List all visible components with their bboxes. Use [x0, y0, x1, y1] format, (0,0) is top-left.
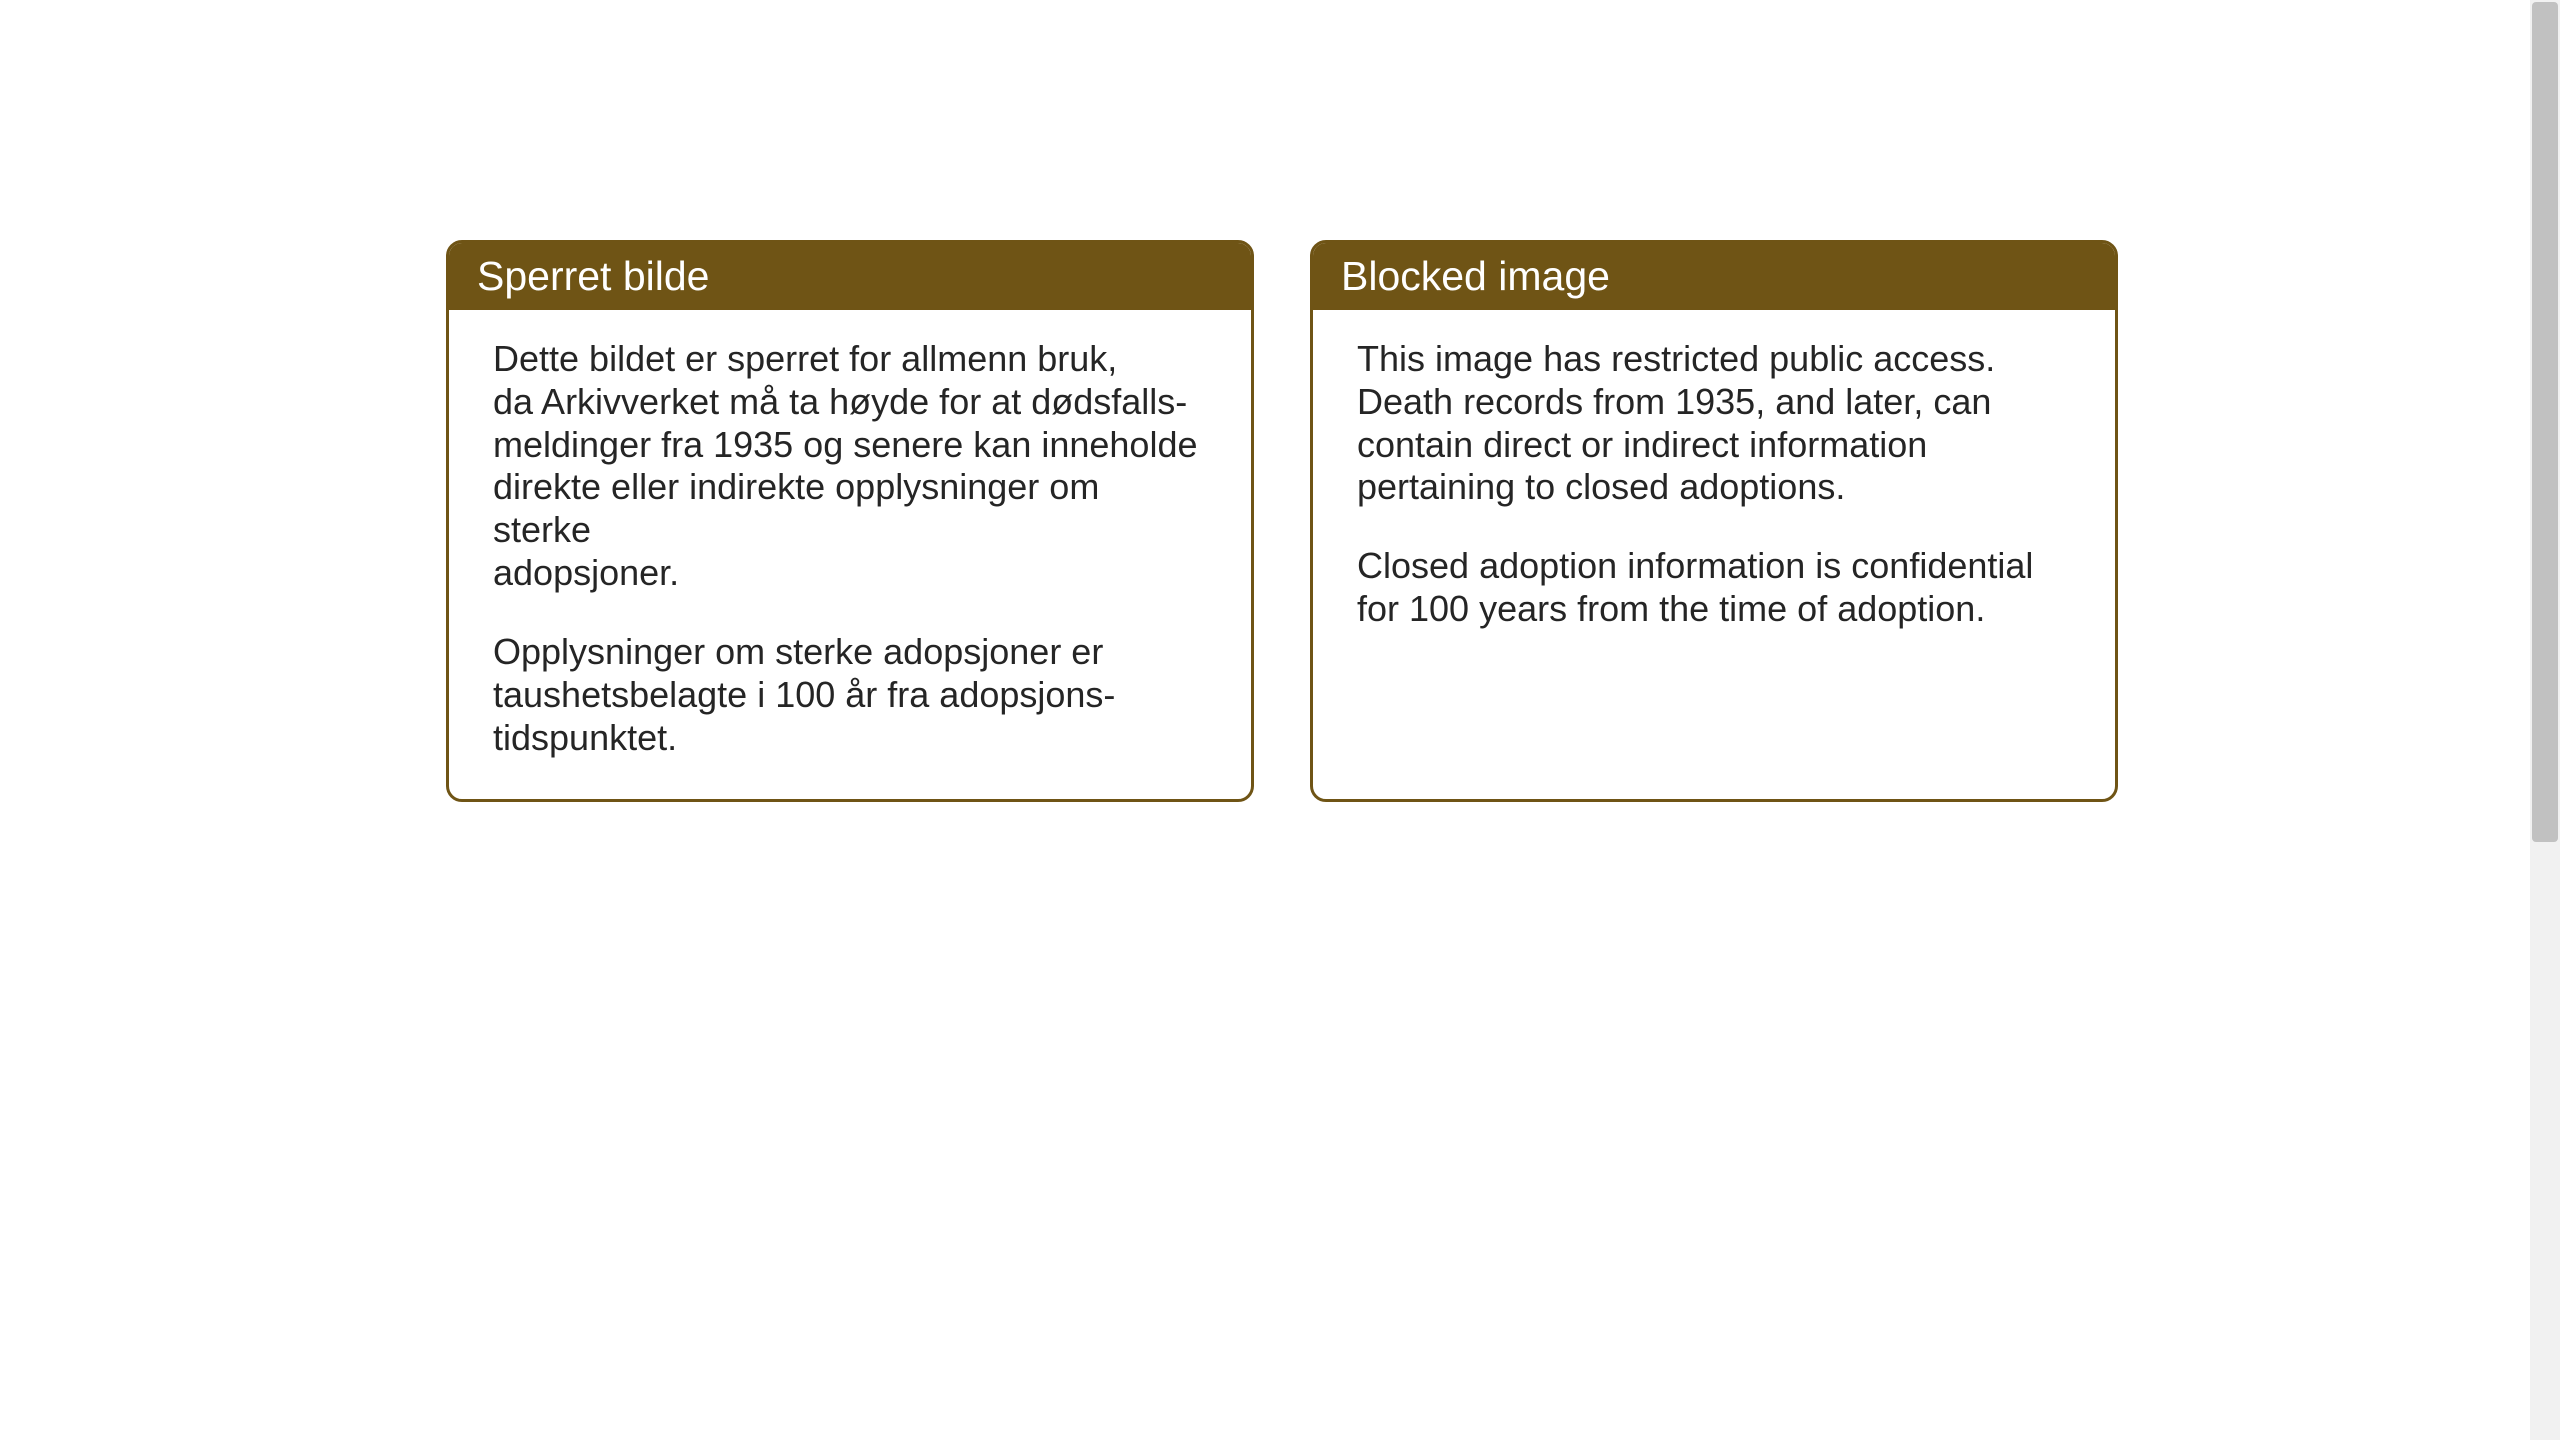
card-text-line: taushetsbelagte i 100 år fra adopsjons-: [493, 674, 1207, 717]
card-title-norwegian: Sperret bilde: [477, 253, 709, 299]
card-title-english: Blocked image: [1341, 253, 1610, 299]
card-text-line: meldinger fra 1935 og senere kan innehol…: [493, 424, 1207, 467]
card-text-line: pertaining to closed adoptions.: [1357, 466, 2071, 509]
card-header-norwegian: Sperret bilde: [449, 243, 1251, 310]
scrollbar-track[interactable]: [2530, 0, 2560, 1440]
card-text-line: contain direct or indirect information: [1357, 424, 2071, 467]
card-english: Blocked image This image has restricted …: [1310, 240, 2118, 802]
card-text-line: direkte eller indirekte opplysninger om …: [493, 466, 1207, 552]
card-text-line: tidspunktet.: [493, 717, 1207, 760]
paragraph-spacer: [493, 595, 1207, 631]
card-norwegian: Sperret bilde Dette bildet er sperret fo…: [446, 240, 1254, 802]
paragraph-spacer: [1357, 509, 2071, 545]
card-body-english: This image has restricted public access.…: [1313, 310, 2115, 671]
card-text-line: Opplysninger om sterke adopsjoner er: [493, 631, 1207, 674]
card-text-line: Dette bildet er sperret for allmenn bruk…: [493, 338, 1207, 381]
cards-container: Sperret bilde Dette bildet er sperret fo…: [446, 240, 2118, 802]
card-text-line: da Arkivverket må ta høyde for at dødsfa…: [493, 381, 1207, 424]
scrollbar-thumb[interactable]: [2532, 2, 2558, 842]
card-text-line: for 100 years from the time of adoption.: [1357, 588, 2071, 631]
card-text-line: This image has restricted public access.: [1357, 338, 2071, 381]
card-text-line: Closed adoption information is confident…: [1357, 545, 2071, 588]
card-body-norwegian: Dette bildet er sperret for allmenn bruk…: [449, 310, 1251, 799]
card-header-english: Blocked image: [1313, 243, 2115, 310]
card-text-line: Death records from 1935, and later, can: [1357, 381, 2071, 424]
card-text-line: adopsjoner.: [493, 552, 1207, 595]
